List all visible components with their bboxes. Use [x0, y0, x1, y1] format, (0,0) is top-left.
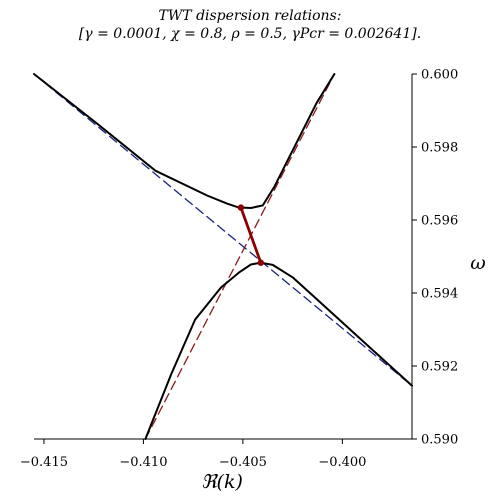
- x-axis-label: ℜ(k): [201, 471, 243, 493]
- y-tick-label: 0.598: [421, 141, 458, 156]
- y-tick-label: 0.600: [421, 68, 458, 83]
- asymptote-line-3: [33, 73, 413, 387]
- critical-connector-line: [239, 206, 263, 265]
- y-tick-label: 0.594: [421, 287, 458, 302]
- critical-point-1: [257, 259, 264, 266]
- x-tick-label: −0.405: [219, 455, 267, 470]
- asymptote-line-2: [144, 73, 336, 440]
- y-tick-label: 0.592: [421, 360, 458, 375]
- y-axis-label: ω: [470, 252, 486, 274]
- x-tick-label: −0.400: [318, 455, 366, 470]
- chart-subtitle: [γ = 0.0001, χ = 0.8, ρ = 0.5, γPcr = 0.…: [79, 26, 421, 42]
- critical-point-0: [237, 204, 245, 211]
- series-layer: [33, 73, 413, 440]
- y-ticks: 0.590 0.592 0.594 0.596 0.598 0.600: [412, 68, 458, 448]
- y-tick-label: 0.590: [421, 433, 458, 448]
- connector-layer: [237, 204, 264, 266]
- dispersion-branch-1: [144, 261, 413, 440]
- chart-title: TWT dispersion relations:: [159, 8, 342, 24]
- x-ticks: −0.415 −0.410 −0.405 −0.400: [20, 439, 366, 470]
- x-tick-label: −0.410: [119, 455, 167, 470]
- dispersion-branch-0: [33, 73, 336, 209]
- x-tick-label: −0.415: [20, 455, 68, 470]
- y-tick-label: 0.596: [421, 214, 458, 229]
